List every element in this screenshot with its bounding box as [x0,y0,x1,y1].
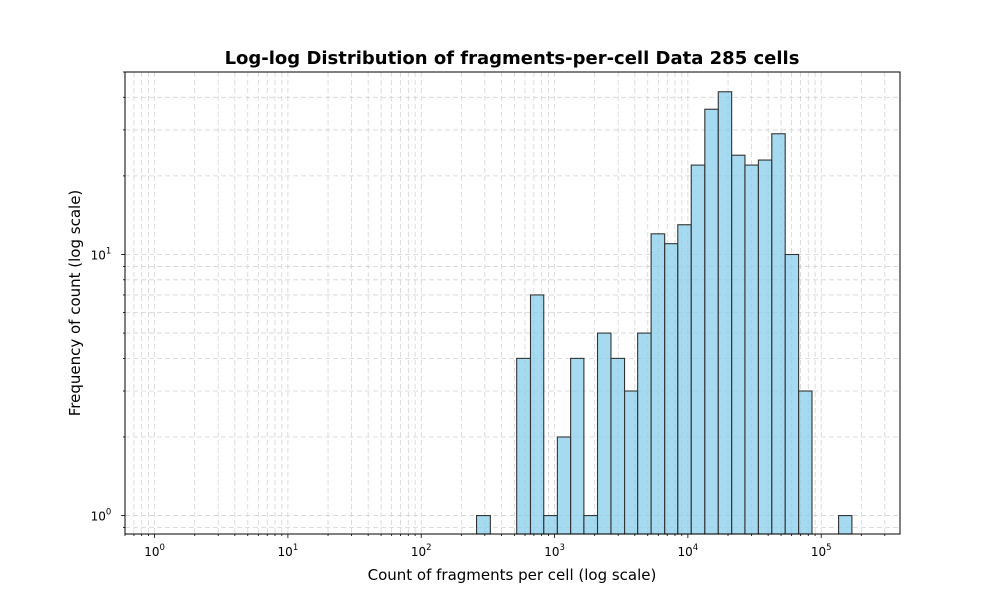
x-tick-label: 104 [678,543,699,559]
histogram-bar [677,224,692,535]
x-tick-label: 100 [144,543,165,559]
x-tick-label: 101 [278,543,299,559]
y-tick-label: 101 [91,246,112,262]
x-tick-label: 103 [544,543,565,559]
plot-frame [124,71,901,535]
histogram-bar [543,515,558,535]
histogram-bar [624,390,639,535]
histogram-bar [516,357,532,535]
histogram-bar [664,243,679,535]
x-tick-label: 102 [411,543,432,559]
histogram-bar [771,133,786,535]
histogram-bars [476,91,853,535]
x-axis-ticks: 100 101 102 103 104 105 [124,534,886,559]
histogram-bar [784,253,800,535]
histogram-bar [637,332,652,535]
histogram-bar [583,515,599,535]
y-tick-label: 100 [91,508,112,524]
histogram-bar [798,390,813,535]
histogram-bar [529,294,545,535]
histogram-bar [704,108,719,535]
x-axis-label: Count of fragments per cell (log scale) [368,566,657,584]
histogram-bar [596,332,612,535]
histogram-bar [731,154,746,535]
histogram-bar [650,233,666,535]
y-axis-ticks: 100 101 [91,71,125,528]
y-axis-label: Frequency of count (log scale) [66,190,84,417]
histogram-bar [757,159,773,535]
histogram-bar [838,515,853,535]
histogram-bar [717,91,733,535]
chart-title: Log-log Distribution of fragments-per-ce… [225,48,800,69]
x-tick-label: 105 [811,543,832,559]
histogram-bar [476,515,491,535]
histogram-bar [690,164,706,535]
histogram-bar [610,357,626,535]
histogram-bar [570,357,585,535]
histogram-bar [744,164,759,535]
histogram-bar [556,436,572,535]
